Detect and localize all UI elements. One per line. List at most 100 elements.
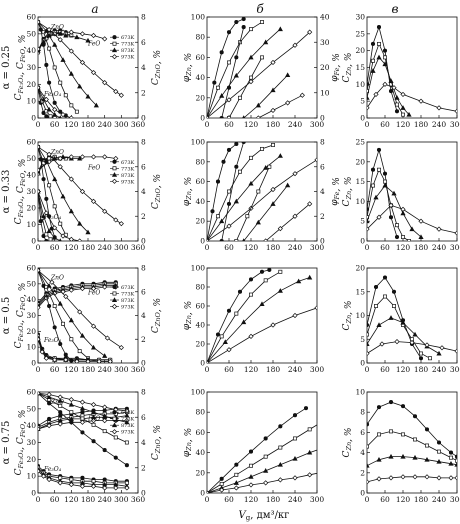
data-point: [407, 239, 411, 241]
label-part: C: [14, 341, 24, 348]
data-point: [401, 432, 405, 437]
y-tick-label-left: 40: [195, 448, 205, 457]
data-point: [46, 151, 52, 157]
data-point: [80, 475, 85, 480]
data-point: [278, 269, 283, 274]
data-point: [68, 396, 74, 403]
data-point: [307, 274, 313, 280]
data-point: [388, 315, 394, 320]
y-tick-label-left: 0: [200, 114, 205, 123]
x-tick-label: 300: [450, 365, 460, 374]
data-point: [38, 468, 41, 474]
x-tick-label: 300: [114, 120, 129, 129]
y-tick-label-left: 60: [26, 264, 36, 273]
y-tick-label-right: 8: [141, 13, 146, 22]
panel-a-1: 0 60 120 180 240 300 360010203040506002468CFe₃…: [14, 13, 163, 130]
data-point: [409, 226, 415, 232]
data-point: [79, 483, 86, 489]
data-point: [412, 474, 418, 480]
data-point: [234, 142, 239, 147]
x-tick-label: 0: [205, 495, 210, 504]
data-point: [373, 284, 379, 290]
data-point: [233, 198, 239, 204]
data-point: [373, 91, 379, 98]
x-tick-label: 180: [266, 120, 281, 129]
x-tick-label: 0: [36, 243, 41, 252]
y-tick-label-left: 30: [26, 438, 36, 447]
data-point: [90, 198, 97, 204]
x-tick-label: 180: [266, 365, 281, 374]
label-part: , %: [18, 283, 28, 297]
data-point: [376, 322, 382, 327]
label-part: , %: [184, 53, 194, 67]
x-tick-label: 240: [98, 120, 113, 129]
y-tick-label-left: 8: [360, 408, 365, 417]
data-point: [227, 60, 231, 65]
data-point: [376, 214, 382, 220]
data-point: [260, 55, 264, 60]
data-point: [107, 358, 113, 363]
data-point: [249, 155, 253, 160]
y-tick-label-left: 100: [191, 388, 206, 397]
data-point: [248, 180, 254, 186]
y-tick-label-left: 2: [360, 468, 365, 477]
data-point: [237, 289, 243, 294]
label-part: C: [14, 217, 24, 224]
data-point: [68, 287, 74, 293]
data-point: [436, 458, 442, 464]
data-point: [234, 311, 239, 316]
data-point: [38, 219, 43, 224]
x-tick-label: 300: [310, 243, 325, 252]
data-point: [367, 479, 370, 485]
data-point: [401, 235, 405, 239]
y-tick-label-left: 10: [355, 80, 365, 89]
x-tick-label: 360: [131, 243, 146, 252]
data-point: [377, 167, 381, 172]
legend-marker: [111, 178, 118, 184]
data-point: [226, 147, 232, 152]
data-point: [255, 102, 261, 108]
y-tick-label-left: 20: [26, 80, 36, 89]
y-tick-label-left: 20: [355, 264, 365, 273]
data-point: [285, 100, 291, 106]
data-point: [77, 309, 83, 315]
y-tick-label-right: 0: [141, 359, 146, 368]
data-point: [85, 229, 91, 235]
y-tick-label-left: 40: [26, 46, 36, 55]
subscript: FeO: [19, 423, 27, 438]
y-tick-label-right: 4: [320, 187, 325, 196]
legend-marker: [111, 54, 118, 60]
data-point: [215, 332, 221, 337]
data-point: [44, 196, 49, 201]
x-tick-label: 60: [380, 495, 390, 504]
data-point: [248, 333, 254, 339]
series-layer: [38, 268, 124, 363]
data-point: [367, 105, 370, 111]
y-tick-label-right: 8: [320, 138, 325, 147]
legend-marker: [112, 159, 117, 164]
y-tick-label-left: 0: [200, 359, 205, 368]
curve-annotation: FeO: [87, 40, 100, 47]
legend-label: 773K: [121, 42, 135, 48]
data-point: [113, 435, 118, 440]
subscript: FeO: [19, 296, 27, 311]
data-point: [90, 409, 97, 415]
label-part: FeO: [87, 165, 100, 172]
data-point: [124, 408, 130, 414]
x-tick-label: 120: [244, 243, 259, 252]
data-point: [448, 475, 454, 481]
series-line-0: [367, 25, 398, 112]
y-tick-label-left: 50: [26, 154, 36, 163]
y-tick-label-right: 2: [320, 212, 325, 221]
data-point: [388, 78, 394, 83]
x-axis-label: Vg, дм³/кг: [239, 510, 290, 522]
y-tick-label-left: 5: [360, 217, 365, 226]
y-tick-label-left: 20: [26, 327, 36, 336]
data-point: [68, 115, 74, 118]
data-point: [242, 238, 246, 241]
series-line-8: [38, 191, 47, 241]
x-tick-label: 180: [414, 495, 429, 504]
data-point: [124, 463, 129, 468]
